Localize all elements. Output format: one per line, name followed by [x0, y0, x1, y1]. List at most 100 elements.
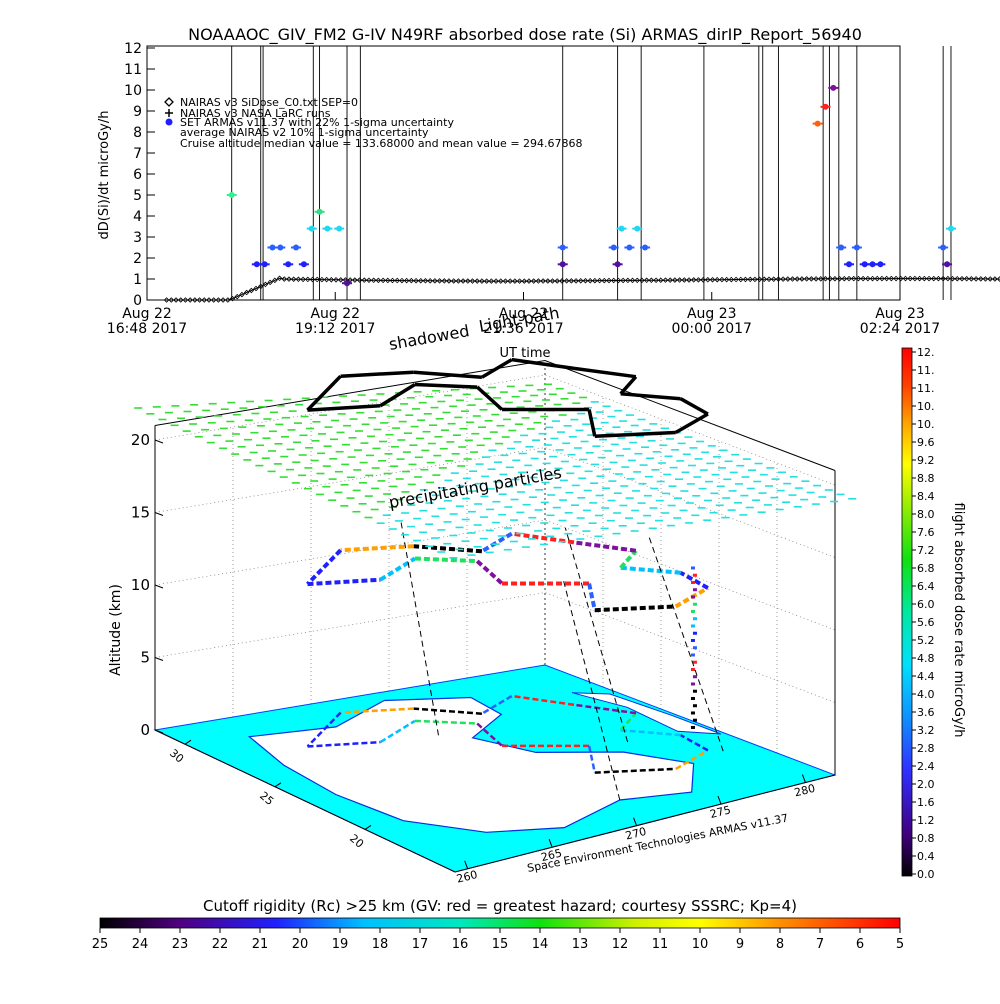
- nairas-point: [375, 277, 382, 284]
- nairas-point: [850, 275, 857, 282]
- nairas-point: [483, 278, 490, 284]
- light-path-dash: [564, 527, 629, 743]
- shadow-track-segment: [620, 392, 681, 401]
- dose-tick-label: 10.: [917, 418, 935, 431]
- rc-tick-label: 11: [652, 937, 669, 952]
- armas-point: [559, 261, 566, 268]
- nairas-point: [257, 283, 264, 290]
- armas-point: [846, 261, 853, 268]
- nairas-point: [940, 275, 946, 282]
- ground-track-segment: [306, 711, 342, 748]
- longitude-ticks: 260 265 270 275 280: [455, 774, 817, 886]
- nairas-point: [973, 276, 979, 282]
- nairas-point: [700, 277, 706, 283]
- nairas-point: [620, 277, 626, 284]
- x-tick-label-date: Aug 22: [310, 306, 360, 322]
- altitude-track-segment: [379, 556, 416, 582]
- nairas-point: [738, 276, 744, 283]
- altitude-track-segment: [306, 548, 343, 586]
- nairas-point: [356, 277, 363, 283]
- plus-icon: [165, 109, 173, 117]
- armas-point: [269, 244, 276, 251]
- nairas-point: [403, 277, 410, 284]
- rc-tick-label: 8: [776, 937, 784, 952]
- altitude-track-segment: [619, 549, 638, 570]
- altitude-track-segment: [475, 559, 504, 585]
- armas-point: [822, 103, 829, 110]
- nairas-point: [290, 276, 297, 282]
- nairas-point: [455, 278, 462, 284]
- ground-track-segment: [413, 707, 482, 715]
- nairas-point: [643, 277, 650, 284]
- ascent-point: [692, 660, 697, 664]
- altitude-tick: [154, 657, 164, 661]
- legend-entry-2: SET ARMAS v11.37 with 22% 1-sigma uncert…: [180, 116, 454, 129]
- dose-tick-label: 0.4: [917, 850, 935, 863]
- rc-tick-label: 25: [92, 937, 109, 952]
- shadow-track-segment: [674, 412, 709, 435]
- altitude-tick-label: 0: [140, 721, 150, 739]
- longitude-tick-label: 270: [624, 825, 648, 843]
- ground-track-segment: [675, 749, 709, 770]
- nairas-point: [446, 278, 452, 284]
- nairas-point: [841, 275, 848, 282]
- florida-outline: [571, 692, 722, 735]
- nairas-point: [535, 278, 542, 284]
- nairas-point: [879, 275, 885, 282]
- armas-point: [610, 244, 617, 251]
- longitude-tick: [633, 817, 638, 826]
- x-tick-label-time: 00:00 2017: [672, 321, 752, 337]
- ascent-point: [690, 653, 695, 657]
- nairas-point: [728, 276, 735, 283]
- shadow-track-segment: [594, 430, 676, 438]
- altitude-axis-label: Altitude (km): [108, 584, 124, 676]
- armas-point: [228, 192, 235, 198]
- altitude-track-segment: [594, 604, 676, 613]
- nairas-point: [573, 278, 579, 284]
- nairas-point: [827, 275, 833, 282]
- shadow-track-segment: [414, 382, 478, 389]
- nairas-point: [742, 276, 749, 283]
- nairas-point: [497, 278, 504, 284]
- nairas-point: [187, 297, 193, 303]
- nairas-point: [634, 277, 640, 284]
- altitude-tick-label: 20: [131, 431, 150, 449]
- nairas-point: [874, 275, 881, 282]
- longitude-tick-label: 275: [709, 803, 733, 821]
- armas-point: [300, 261, 307, 268]
- nairas-point: [902, 275, 909, 282]
- dose-colorbar: 12. 11. 11. 10. 10. 9.6 9.2 8.8 8.4 8.0 7.6 7.2 6.8 6…: [901, 346, 966, 881]
- ground-track-segment: [573, 703, 637, 715]
- nairas-point: [869, 275, 876, 282]
- rc-colorbar-gradient: [99, 917, 901, 929]
- ascent-point: [690, 609, 695, 613]
- y-tick-label: 7: [133, 146, 142, 162]
- rc-tick-label: 16: [452, 937, 469, 952]
- longitude-tick-label: 260: [455, 868, 479, 886]
- nairas-point: [606, 277, 612, 284]
- armas-point: [285, 261, 292, 268]
- nairas-point: [507, 278, 513, 284]
- nairas-point: [992, 276, 998, 282]
- nairas-point: [959, 275, 965, 282]
- dose-tick-label: 1.2: [917, 814, 935, 827]
- dose-tick-label: 2.8: [917, 742, 935, 755]
- armas-point: [838, 244, 845, 251]
- nairas-point: [747, 276, 753, 283]
- light-path-dash: [648, 537, 724, 752]
- armas-point: [308, 225, 315, 232]
- nairas-line: [166, 277, 1000, 301]
- plot-frame: [146, 45, 901, 301]
- dose-tick-label: 10.: [917, 400, 935, 413]
- cutoff-rigidity-grid: [134, 383, 857, 559]
- armas-point: [877, 261, 884, 268]
- rc-tick-label: 7: [816, 937, 824, 952]
- nairas-point: [982, 276, 989, 282]
- annotation-shadowed: shadowed: [387, 321, 470, 354]
- nairas-point: [978, 276, 984, 282]
- armas-point: [336, 225, 343, 232]
- shadow-track-segment: [679, 397, 709, 416]
- top-back-edge: [154, 359, 836, 471]
